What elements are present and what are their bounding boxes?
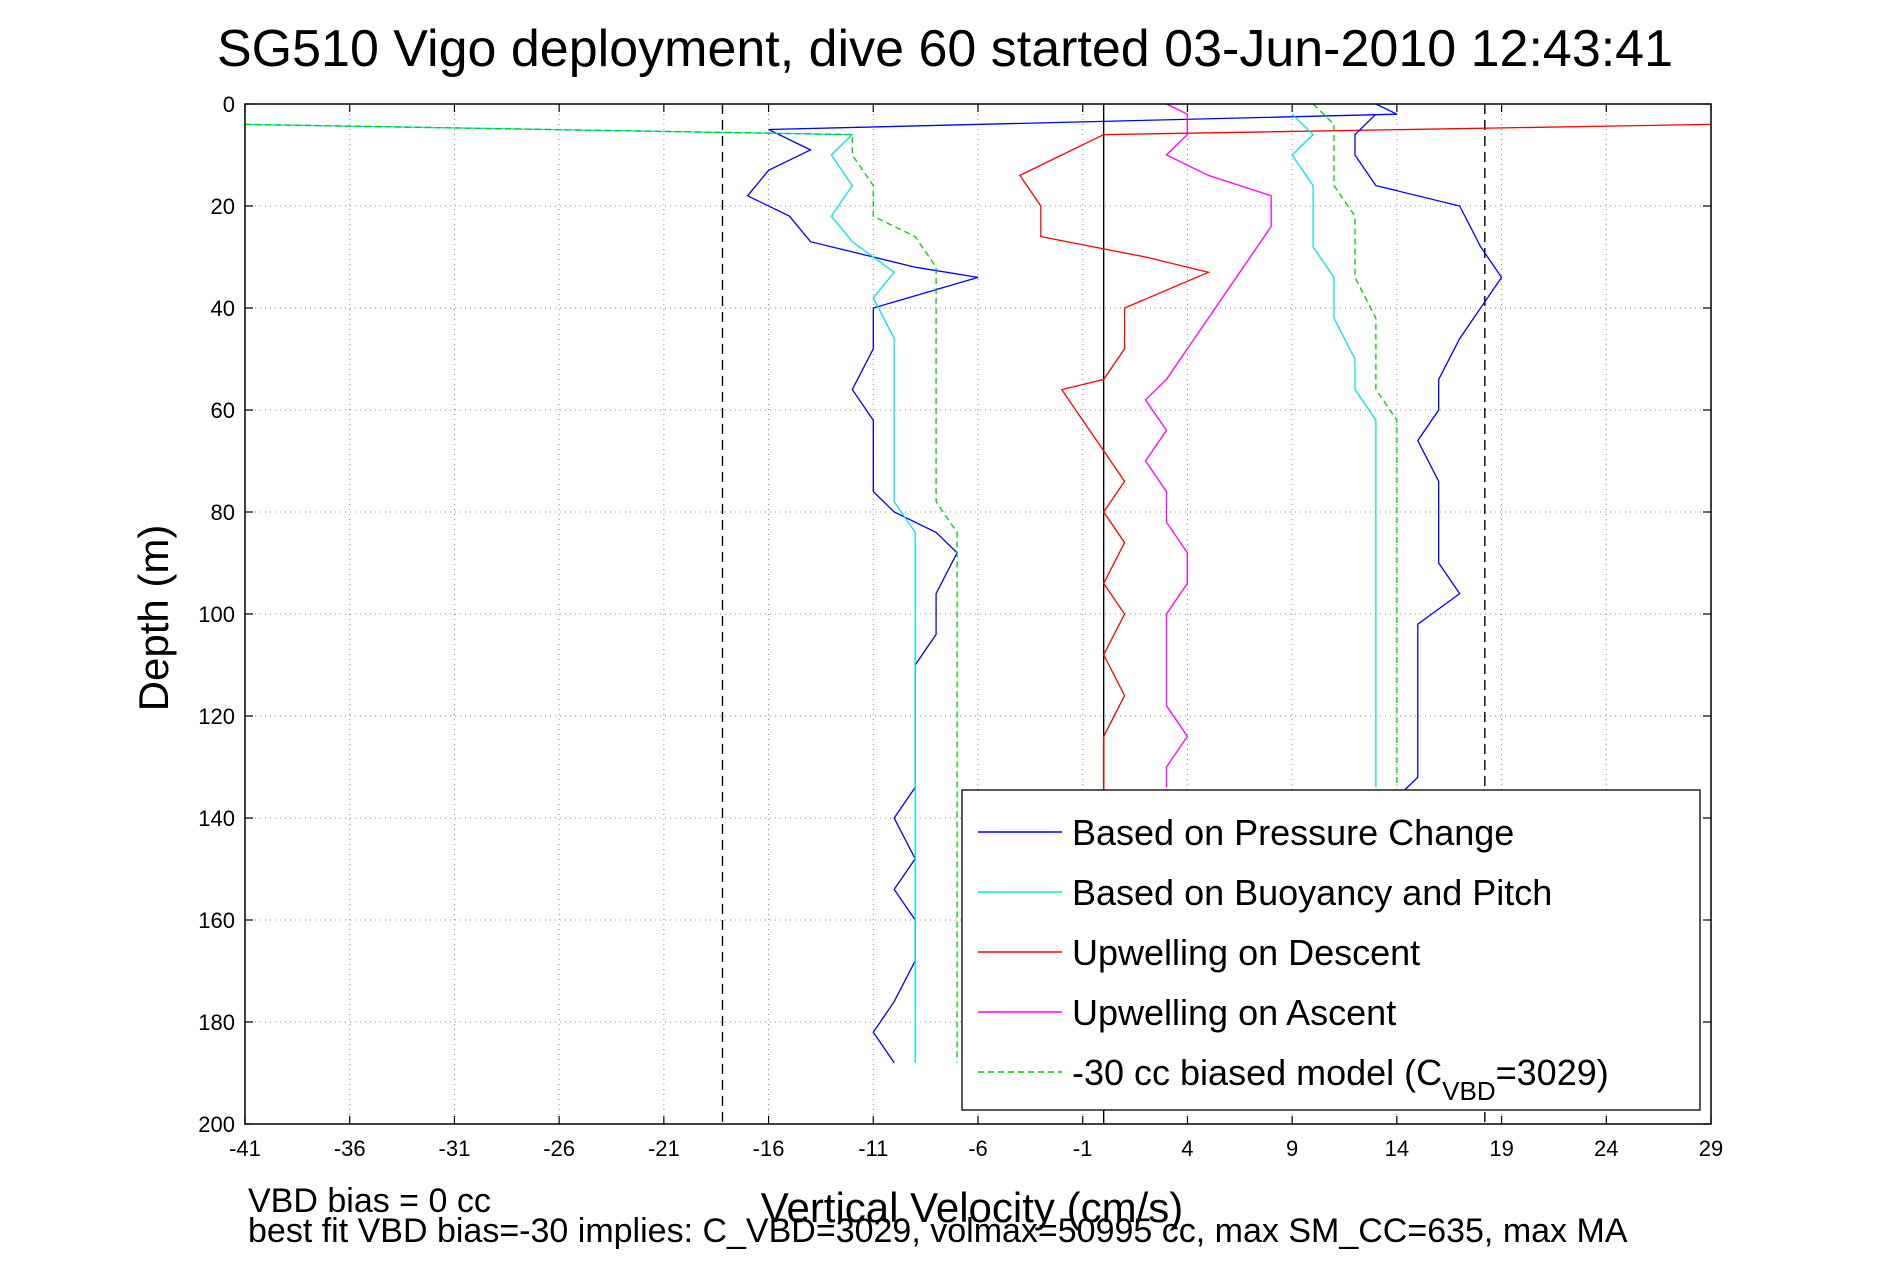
x-tick-label: 14 [1385,1136,1409,1161]
y-tick-label: 0 [223,92,235,117]
series-line [1018,123,1712,793]
chart-legend: Based on Pressure Change Based on Buoyanc… [961,789,1701,1111]
x-tick-label: -36 [334,1136,366,1161]
legend-label: Upwelling on Ascent [1072,992,1396,1033]
x-tick-label: 29 [1699,1136,1723,1161]
series-layer [244,103,1712,1064]
chart-title: SG510 Vigo deployment, dive 60 started 0… [217,20,1673,78]
x-tick-label: -26 [543,1136,575,1161]
y-axis-ticks: 0 20 40 60 80 100 120 140 160 180 200 [198,92,1711,1137]
vbd-bias-note: VBD bias = 0 cc [248,1182,491,1220]
y-tick-label: 200 [198,1112,235,1137]
x-tick-label: 9 [1286,1136,1298,1161]
y-tick-label: 120 [198,704,235,729]
x-tick-label: -16 [753,1136,785,1161]
legend-box [961,789,1701,1111]
y-tick-label: 80 [211,500,235,525]
x-tick-label: -31 [439,1136,471,1161]
best-fit-note: best fit VBD bias=-30 implies: C_VBD=302… [248,1212,1628,1250]
series-line [746,103,1398,1064]
y-tick-label: 100 [198,602,235,627]
series-line [1312,103,1398,788]
x-tick-label: -1 [1073,1136,1093,1161]
series-line [1291,113,1377,788]
x-tick-label: 4 [1181,1136,1193,1161]
x-tick-label: -21 [648,1136,680,1161]
legend-label: Upwelling on Descent [1072,932,1420,973]
x-tick-label: 19 [1489,1136,1513,1161]
y-tick-label: 180 [198,1010,235,1035]
series-line [244,123,958,1063]
x-axis-label: Vertical Velocity (cm/s) [761,1184,1183,1231]
series-line [1144,103,1272,788]
x-tick-label: -41 [229,1136,261,1161]
legend-label: Based on Buoyancy and Pitch [1072,872,1552,913]
x-tick-label: -6 [968,1136,988,1161]
y-tick-label: 160 [198,908,235,933]
x-tick-label: 24 [1594,1136,1618,1161]
x-tick-label: -11 [858,1136,888,1161]
y-tick-label: 140 [198,806,235,831]
y-tick-label: 40 [211,296,235,321]
x-axis-ticks: -41 -36 -31 -26 -21 -16 -11 -6 -1 4 9 14 19 24 29 [229,104,1723,1161]
y-tick-label: 20 [211,194,235,219]
y-axis-label: Depth (m) [130,525,177,712]
legend-label: Based on Pressure Change [1072,812,1514,853]
series-line [1354,113,1503,799]
series-line [244,123,916,1063]
y-tick-label: 60 [211,398,235,423]
